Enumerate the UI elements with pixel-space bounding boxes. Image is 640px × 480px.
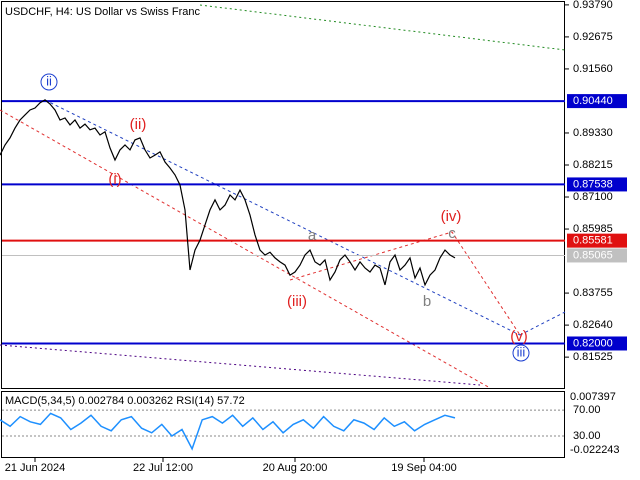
wave-label: b [423,293,431,310]
trend-line [519,311,566,336]
x-tick-label: 19 Sep 04:00 [391,462,456,474]
rsi-line [0,412,456,451]
wave-label: (iv) [441,208,462,225]
wave-path [289,231,521,336]
y-tick-label: 0.87100 [573,191,613,203]
wave-label: iii [517,344,526,359]
indicator-panel [1,391,565,458]
y-tick-label: 0.82640 [573,319,613,331]
level-label: 0.85581 [573,235,613,247]
x-tick-label: 21 Jun 2024 [5,462,66,474]
y-tick-label: 0.83755 [573,287,613,299]
trend-line [44,99,521,336]
wave-label: (iii) [287,293,307,310]
trend-line [0,344,481,386]
level-box [567,94,627,109]
wave-label: a [308,227,317,244]
y-tick-label: 0.88215 [573,159,613,171]
wave-circle [40,73,58,91]
macd-tick-label: 0.007397 [570,391,616,403]
wave-label: ii [46,73,52,88]
level-label: 0.87538 [573,178,613,190]
y-tick-label: 0.85985 [573,223,613,235]
y-tick-label: 0.93790 [573,0,613,11]
y-tick-label: 0.92675 [573,31,613,43]
y-tick-label: 0.89330 [573,127,613,139]
trend-line [0,109,491,389]
level-box [567,336,627,351]
level-box [567,177,627,192]
y-tick-label: 0.91560 [573,63,613,75]
wave-circle [512,344,530,362]
y-tick-label: 0.81525 [573,351,613,363]
level-box [567,248,627,263]
main-panel [1,1,565,389]
y-tick-label: 30.00 [573,430,601,442]
trend-line [199,4,566,51]
x-tick-label: 20 Aug 20:00 [263,462,328,474]
price-line [0,99,456,287]
chart-title: USDCHF, H4: US Dollar vs Swiss Franc [5,6,200,18]
y-tick-label: 70.00 [573,404,601,416]
wave-label: c [448,225,456,242]
wave-label: (i) [108,171,121,188]
wave-label: (ii) [130,116,147,133]
level-label: 0.82000 [573,337,613,349]
x-tick-label: 22 Jul 12:00 [133,462,193,474]
level-label: 0.90440 [573,95,613,107]
indicator-label: MACD(5,34,5) 0.002784 0.003262 RSI(14) 5… [5,395,245,407]
level-box [567,233,627,248]
level-label: 0.85065 [573,249,613,261]
wave-label: (v) [510,328,528,345]
macd-tick-label: -0.022243 [570,444,620,456]
